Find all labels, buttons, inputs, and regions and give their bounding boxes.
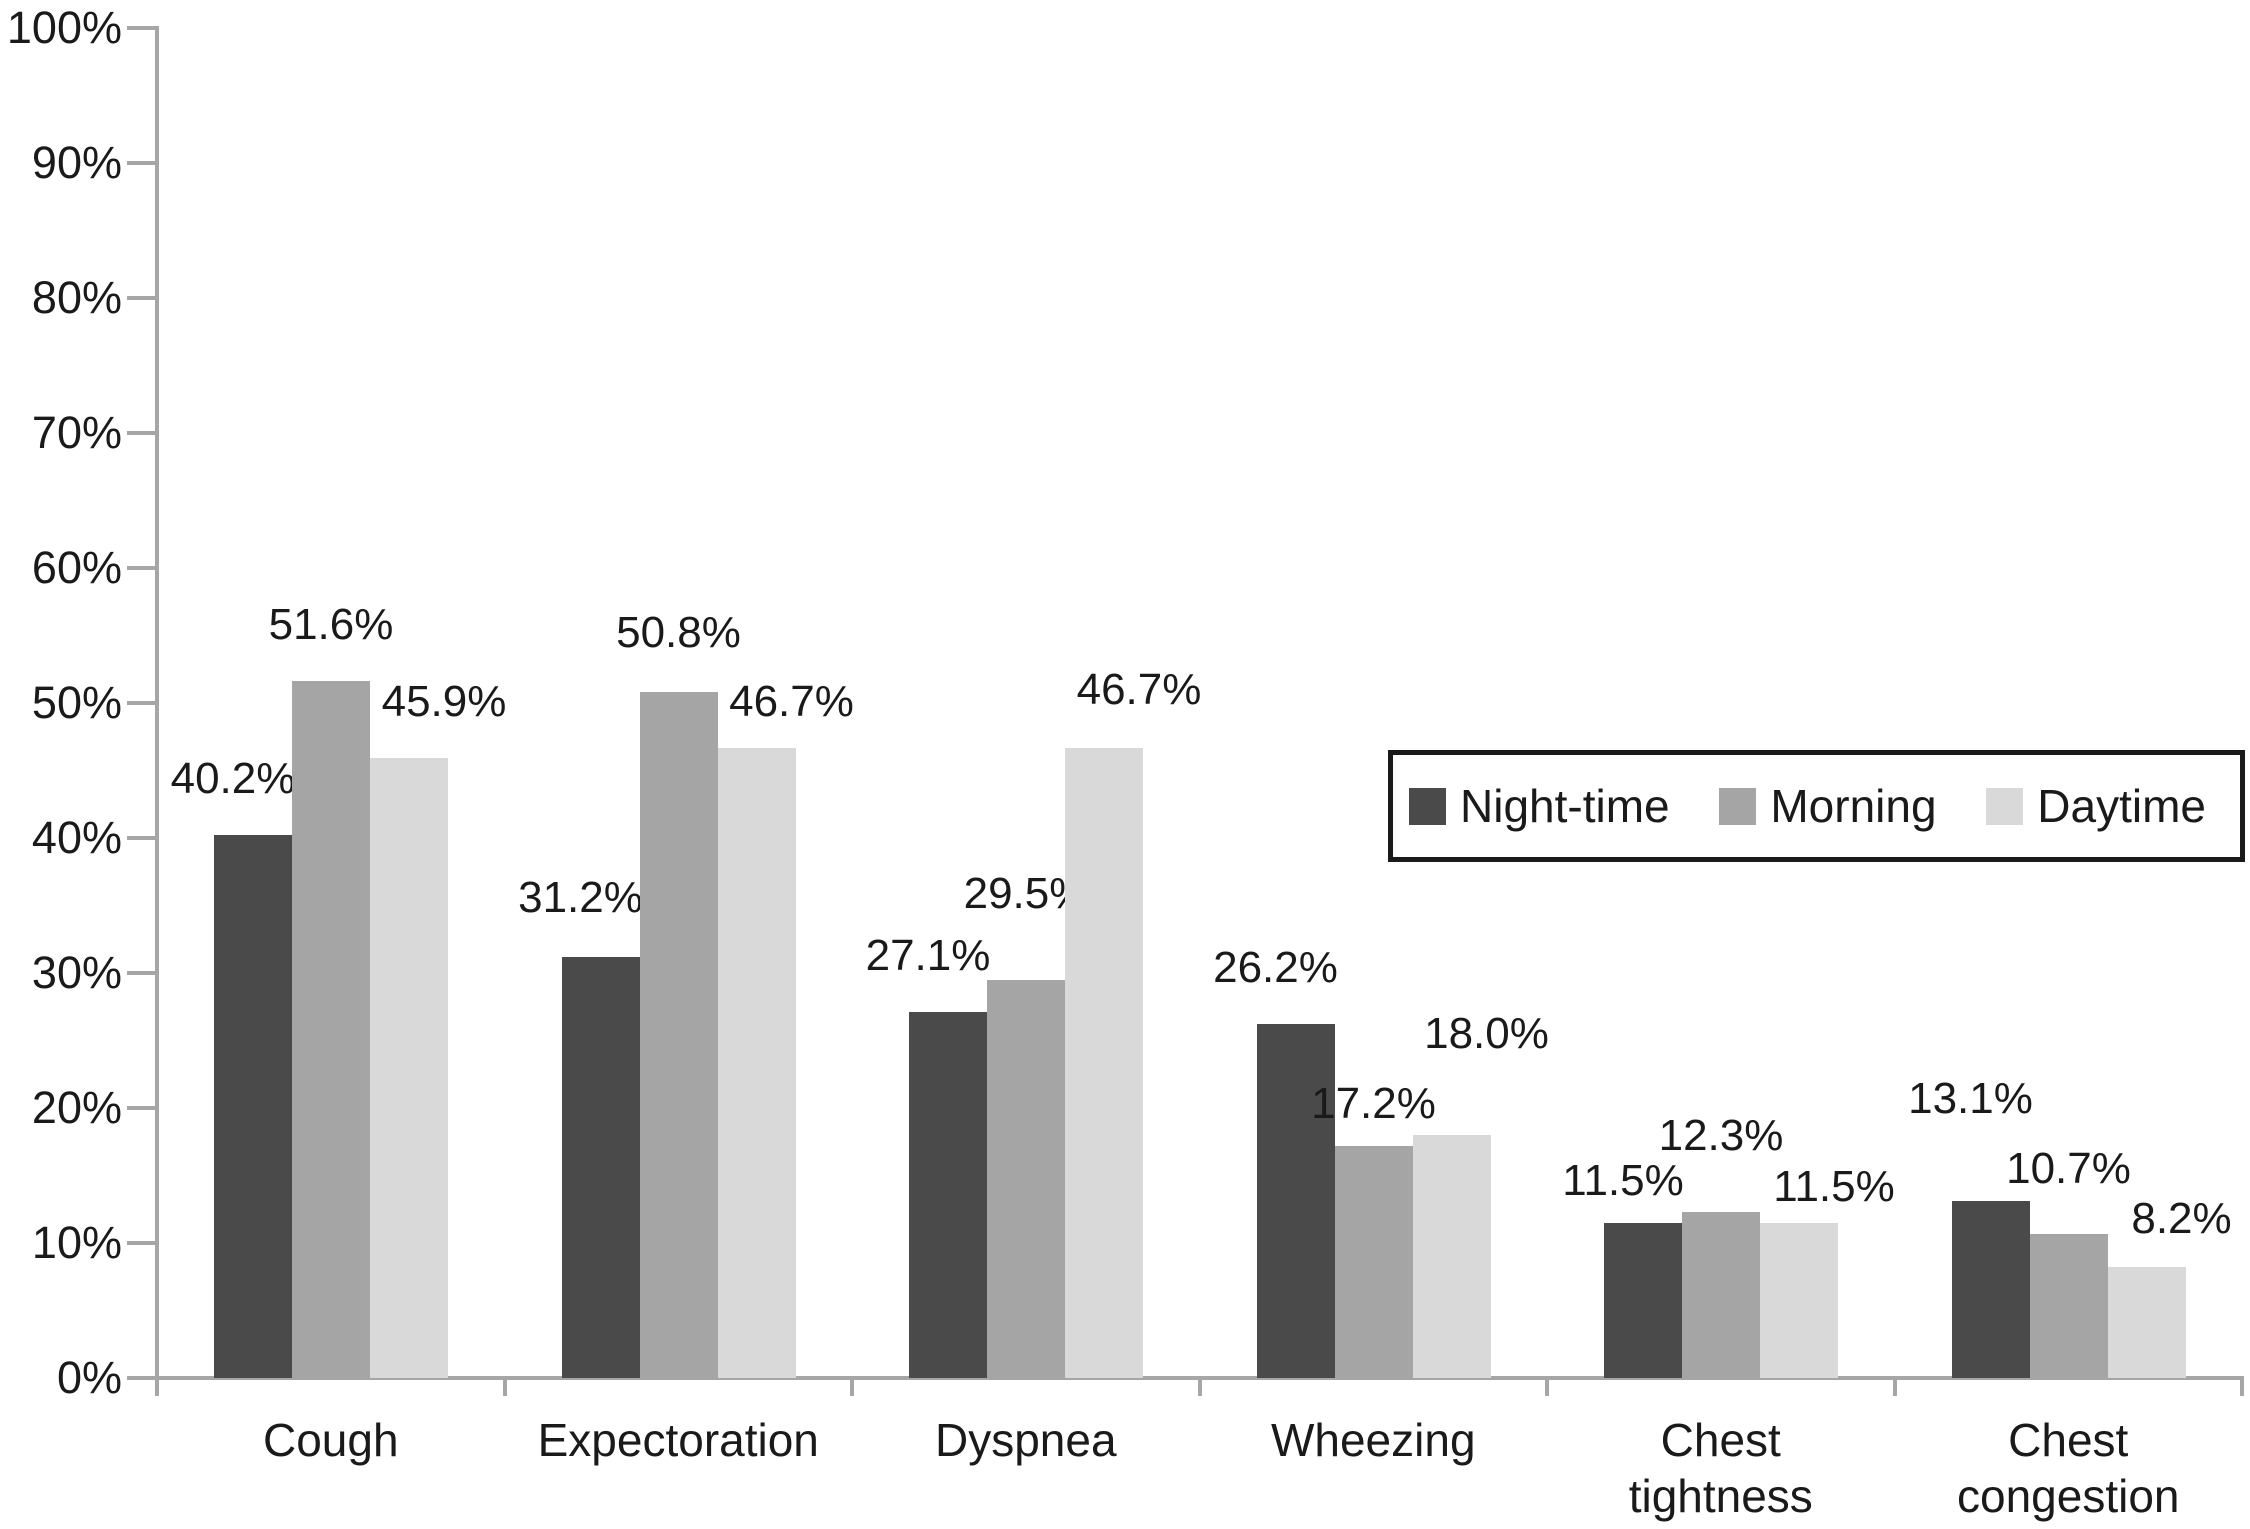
bar-value-label: 51.6% — [268, 600, 394, 650]
bar-morning-expectoration — [639, 692, 718, 1378]
y-tick-label: 20% — [31, 1082, 122, 1133]
y-axis-tick — [127, 971, 157, 975]
bar-morning-chest-tightness — [1682, 1211, 1760, 1378]
bar-value-label: 13.1% — [1908, 1074, 2033, 1124]
bar-value-label: 17.2% — [1311, 1078, 1436, 1128]
bar-night-time-chest-congestion — [1951, 1201, 2030, 1378]
category-label-chest-tightness: Chest tightness — [1628, 1414, 1813, 1522]
bar-value-label: 18.0% — [1424, 1009, 1549, 1058]
night-time-swatch-icon — [1409, 787, 1446, 825]
x-axis-tick — [850, 1378, 854, 1396]
bar-morning-cough — [292, 681, 370, 1378]
bar-value-label: 11.5% — [1562, 1155, 1684, 1205]
x-axis-tick — [1892, 1378, 1897, 1396]
y-tick-label: 80% — [31, 272, 122, 323]
bar-value-label: 50.8% — [616, 608, 741, 658]
morning-swatch-icon — [1719, 787, 1757, 825]
bar-value-label: 8.2% — [2131, 1194, 2232, 1244]
bar-value-label: 46.7% — [729, 676, 854, 726]
x-axis-tick — [2240, 1378, 2244, 1396]
legend: Night-time Morning Daytime — [1388, 750, 2245, 862]
x-axis-tick — [1545, 1378, 1549, 1396]
y-tick-label: 60% — [31, 542, 122, 593]
bar-night-time-expectoration — [561, 956, 640, 1378]
bar-daytime-chest-congestion — [2107, 1267, 2186, 1378]
category-label-cough: Cough — [262, 1414, 399, 1466]
bar-value-label: 31.2% — [518, 872, 643, 922]
bar-morning-wheezing — [1334, 1145, 1413, 1378]
bar-daytime-dyspnea — [1065, 747, 1143, 1378]
bar-daytime-wheezing — [1412, 1135, 1491, 1378]
x-axis-tick — [502, 1378, 507, 1396]
bar-night-time-chest-tightness — [1604, 1222, 1682, 1378]
daytime-swatch-icon — [1986, 787, 2024, 825]
bar-daytime-chest-tightness — [1760, 1222, 1838, 1378]
legend-label-night-time: Night-time — [1460, 780, 1670, 832]
legend-label-daytime: Daytime — [2037, 780, 2206, 832]
category-label-dyspnea: Dyspnea — [934, 1414, 1117, 1466]
y-axis-tick — [127, 431, 157, 435]
y-axis-line — [155, 26, 159, 1396]
bar-value-label: 40.2% — [170, 754, 296, 804]
y-tick-label: 50% — [31, 677, 122, 728]
category-label-chest-congestion: Chest congestion — [1957, 1414, 2180, 1522]
y-tick-label: 90% — [31, 137, 122, 188]
x-axis-tick — [155, 1378, 159, 1396]
bar-value-label: 11.5% — [1773, 1161, 1895, 1211]
x-axis-tick — [1197, 1378, 1202, 1396]
y-axis-tick — [127, 566, 157, 570]
y-tick-label: 40% — [31, 812, 122, 863]
y-tick-label: 10% — [31, 1217, 122, 1268]
y-axis-tick — [127, 161, 157, 165]
bar-value-label: 10.7% — [2006, 1143, 2131, 1193]
bar-value-label: 46.7% — [1076, 664, 1202, 714]
y-tick-label: 100% — [6, 2, 122, 53]
y-tick-label: 30% — [31, 947, 122, 998]
y-axis-tick — [127, 1241, 157, 1245]
y-axis-tick — [127, 701, 157, 705]
bar-value-label: 27.1% — [865, 931, 991, 981]
legend-item-morning: Morning — [1719, 780, 1937, 832]
y-axis-tick — [127, 296, 157, 300]
category-label-expectoration: Expectoration — [537, 1414, 819, 1466]
legend-label-morning: Morning — [1770, 780, 1937, 832]
bar-value-label: 45.9% — [381, 677, 507, 727]
bar-daytime-cough — [370, 758, 448, 1378]
bar-night-time-cough — [214, 835, 292, 1378]
bar-morning-dyspnea — [987, 979, 1065, 1378]
bar-night-time-wheezing — [1256, 1024, 1335, 1378]
y-axis-tick — [127, 836, 157, 840]
legend-item-daytime: Daytime — [1986, 780, 2206, 832]
category-label-wheezing: Wheezing — [1270, 1414, 1476, 1466]
bar-morning-chest-congestion — [2029, 1233, 2108, 1378]
y-tick-label: 0% — [56, 1352, 122, 1403]
y-axis-tick — [127, 1376, 157, 1380]
bar-value-label: 26.2% — [1213, 943, 1338, 993]
legend-item-night-time: Night-time — [1409, 780, 1670, 832]
bar-daytime-expectoration — [717, 747, 796, 1378]
bar-value-label: 12.3% — [1658, 1110, 1784, 1160]
y-tick-label: 70% — [31, 407, 122, 458]
y-axis-tick — [127, 26, 157, 30]
bar-night-time-dyspnea — [909, 1012, 987, 1378]
y-axis-tick — [127, 1106, 157, 1110]
